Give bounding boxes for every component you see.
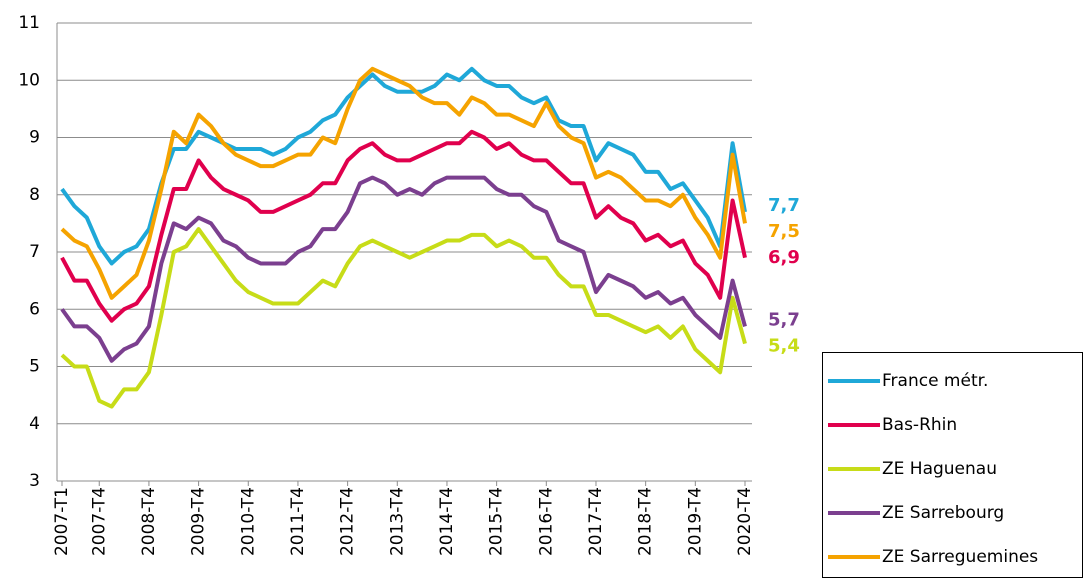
x-tick-label: 2014-T4 bbox=[437, 487, 457, 556]
y-tick-label: 7 bbox=[29, 242, 40, 262]
legend-label: ZE Haguenau bbox=[882, 459, 997, 479]
y-tick-label: 8 bbox=[29, 185, 40, 205]
data-label: 5,4 bbox=[768, 335, 800, 356]
x-tick-label: 2008-T4 bbox=[139, 487, 159, 556]
x-tick-label: 2020-T4 bbox=[735, 487, 755, 556]
series-line bbox=[60, 227, 747, 409]
x-tick-label: 2013-T4 bbox=[387, 487, 407, 556]
x-tick-label: 2018-T4 bbox=[636, 487, 656, 556]
series-line bbox=[60, 129, 747, 323]
y-tick-label: 10 bbox=[18, 70, 40, 90]
series-line bbox=[60, 66, 747, 300]
legend-label: France métr. bbox=[882, 371, 988, 391]
y-tick-label: 9 bbox=[29, 128, 40, 148]
legend-label: ZE Sarrebourg bbox=[882, 503, 1004, 523]
data-label: 5,7 bbox=[768, 309, 800, 330]
x-tick-label: 2007-T4 bbox=[89, 487, 109, 556]
x-tick-label: 2011-T4 bbox=[288, 487, 308, 556]
x-tick-label: 2012-T4 bbox=[338, 487, 358, 556]
x-tick-label: 2010-T4 bbox=[238, 487, 258, 556]
data-label: 7,7 bbox=[768, 195, 800, 216]
x-tick-label: 2017-T4 bbox=[586, 487, 606, 556]
legend-box bbox=[822, 352, 1083, 578]
series-line bbox=[60, 66, 747, 266]
legend-label: ZE Sarreguemines bbox=[882, 547, 1038, 567]
y-tick-label: 6 bbox=[29, 299, 40, 319]
legend-label: Bas-Rhin bbox=[882, 415, 957, 435]
x-tick-label: 2016-T4 bbox=[536, 487, 556, 556]
series-line bbox=[60, 175, 747, 363]
y-tick-label: 5 bbox=[29, 357, 40, 377]
x-tick-label: 2019-T4 bbox=[685, 487, 705, 556]
y-tick-label: 4 bbox=[29, 414, 40, 434]
data-label: 6,9 bbox=[768, 247, 800, 268]
data-label: 7,5 bbox=[768, 221, 800, 242]
y-tick-label: 11 bbox=[18, 13, 40, 33]
x-tick-label: 2015-T4 bbox=[487, 487, 507, 556]
x-tick-label: 2009-T4 bbox=[189, 487, 209, 556]
x-tick-label: 2007-T1 bbox=[52, 487, 72, 556]
y-tick-label: 3 bbox=[29, 471, 40, 491]
